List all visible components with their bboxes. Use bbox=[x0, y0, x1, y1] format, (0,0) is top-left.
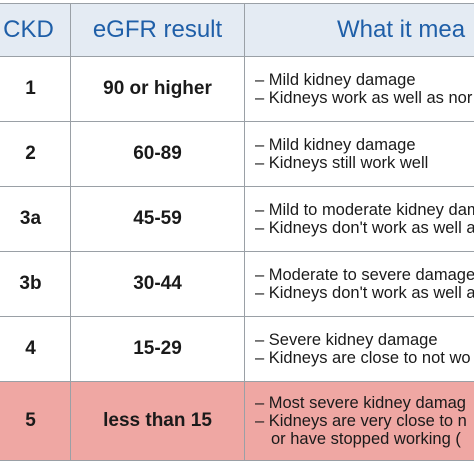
stage-cell: 3a bbox=[0, 186, 71, 252]
header-what-it-means: What it mea bbox=[244, 3, 474, 57]
meaning-line: – Mild to moderate kidney dam bbox=[255, 201, 474, 219]
egfr-cell: less than 15 bbox=[70, 381, 245, 461]
meaning-cell: – Mild kidney damage – Kidneys work as w… bbox=[244, 56, 474, 122]
meaning-cell: – Mild to moderate kidney dam – Kidneys … bbox=[244, 186, 474, 252]
meaning-line: – Most severe kidney damag bbox=[255, 394, 466, 412]
meaning-line: – Kidneys are close to not wo bbox=[255, 349, 471, 367]
table-row: 3b 30-44 – Moderate to severe damage – K… bbox=[0, 251, 474, 317]
table-header: CKD eGFR result What it mea bbox=[0, 3, 474, 57]
meaning-line: – Kidneys don't work as well a bbox=[255, 284, 474, 302]
meaning-line: or have stopped working ( bbox=[271, 430, 461, 448]
table-row-highlighted: 5 less than 15 – Most severe kidney dama… bbox=[0, 381, 474, 461]
meaning-cell: – Mild kidney damage – Kidneys still wor… bbox=[244, 121, 474, 187]
table-body: 1 90 or higher – Mild kidney damage – Ki… bbox=[0, 56, 474, 461]
meaning-line: – Kidneys still work well bbox=[255, 154, 429, 172]
stage-cell: 2 bbox=[0, 121, 71, 187]
table-row: 1 90 or higher – Mild kidney damage – Ki… bbox=[0, 56, 474, 122]
table-row: 4 15-29 – Severe kidney damage – Kidneys… bbox=[0, 316, 474, 382]
meaning-cell: – Moderate to severe damage – Kidneys do… bbox=[244, 251, 474, 317]
egfr-cell: 45-59 bbox=[70, 186, 245, 252]
meaning-line: – Kidneys are very close to n bbox=[255, 412, 467, 430]
stage-cell: 3b bbox=[0, 251, 71, 317]
meaning-line: – Mild kidney damage bbox=[255, 71, 416, 89]
header-row: CKD eGFR result What it mea bbox=[0, 3, 474, 57]
egfr-cell: 60-89 bbox=[70, 121, 245, 187]
ckd-stages-table: CKD eGFR result What it mea 1 90 or high… bbox=[0, 3, 474, 461]
egfr-cell: 30-44 bbox=[70, 251, 245, 317]
stage-cell: 1 bbox=[0, 56, 71, 122]
meaning-line: – Moderate to severe damage bbox=[255, 266, 474, 284]
header-egfr-result: eGFR result bbox=[70, 3, 245, 57]
meaning-line: – Mild kidney damage bbox=[255, 136, 416, 154]
stage-cell: 5 bbox=[0, 381, 71, 461]
table-row: 2 60-89 – Mild kidney damage – Kidneys s… bbox=[0, 121, 474, 187]
stage-cell: 4 bbox=[0, 316, 71, 382]
egfr-cell: 15-29 bbox=[70, 316, 245, 382]
meaning-cell: – Severe kidney damage – Kidneys are clo… bbox=[244, 316, 474, 382]
meaning-line: – Kidneys don't work as well a bbox=[255, 219, 474, 237]
header-ckd-stage: CKD bbox=[0, 3, 71, 57]
meaning-cell: – Most severe kidney damag – Kidneys are… bbox=[244, 381, 474, 461]
table-row: 3a 45-59 – Mild to moderate kidney dam –… bbox=[0, 186, 474, 252]
meaning-line: – Kidneys work as well as nor bbox=[255, 89, 473, 107]
egfr-cell: 90 or higher bbox=[70, 56, 245, 122]
meaning-line: – Severe kidney damage bbox=[255, 331, 438, 349]
